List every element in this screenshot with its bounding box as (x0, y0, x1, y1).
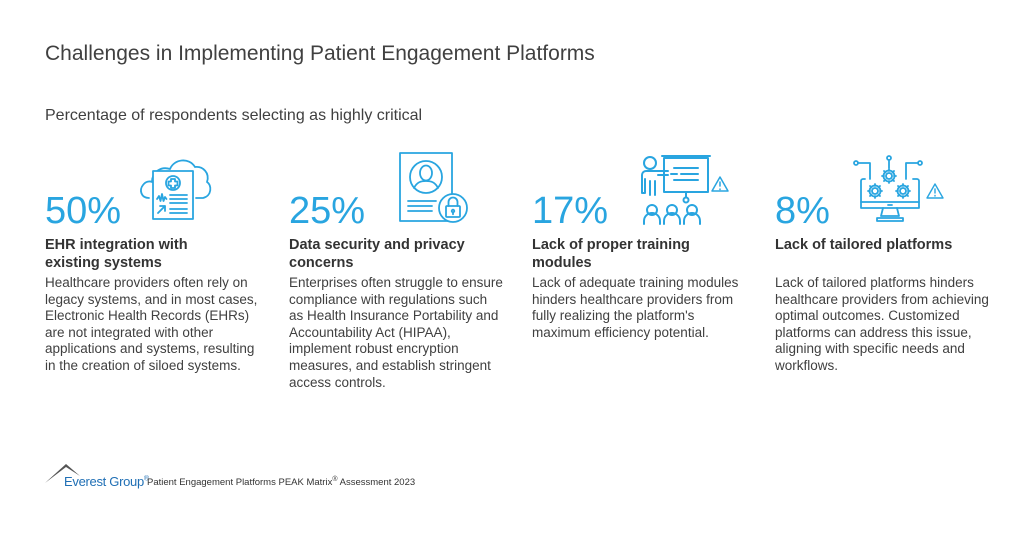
challenge-heading: Data security and privacy concerns (289, 237, 465, 271)
challenge-description: Lack of adequate training modules hinder… (532, 275, 739, 340)
challenge-heading: Lack of tailored platforms (775, 237, 953, 253)
profile-document-lock-icon (399, 152, 468, 223)
percent-value: 17% (532, 190, 609, 232)
page-subtitle: Percentage of respondents selecting as h… (45, 107, 423, 124)
page-title: Challenges in Implementing Patient Engag… (45, 42, 595, 65)
percent-value: 50% (45, 190, 122, 232)
percent-value: 25% (289, 190, 366, 232)
everest-logo-mountain-icon (45, 464, 80, 483)
challenge-heading: EHR integration with existing systems (45, 237, 188, 271)
cloud-medical-record-icon (140, 159, 212, 220)
footer-caption: Patient Engagement Platforms PEAK Matrix… (147, 476, 416, 489)
challenge-description: Healthcare providers often rely on legac… (45, 275, 258, 373)
challenge-description: Enterprises often struggle to ensure com… (289, 275, 503, 390)
challenge-description: Lack of tailored platforms hinders healt… (775, 275, 989, 373)
percent-value: 8% (775, 190, 830, 232)
monitor-gears-warning-icon (853, 155, 944, 222)
footer: Everest Group® Patient Engagement Platfo… (44, 462, 464, 492)
training-presentation-warning-icon (641, 155, 729, 225)
everest-group-logo: Everest Group® (64, 474, 149, 489)
challenge-heading: Lack of proper training modules (532, 237, 690, 271)
